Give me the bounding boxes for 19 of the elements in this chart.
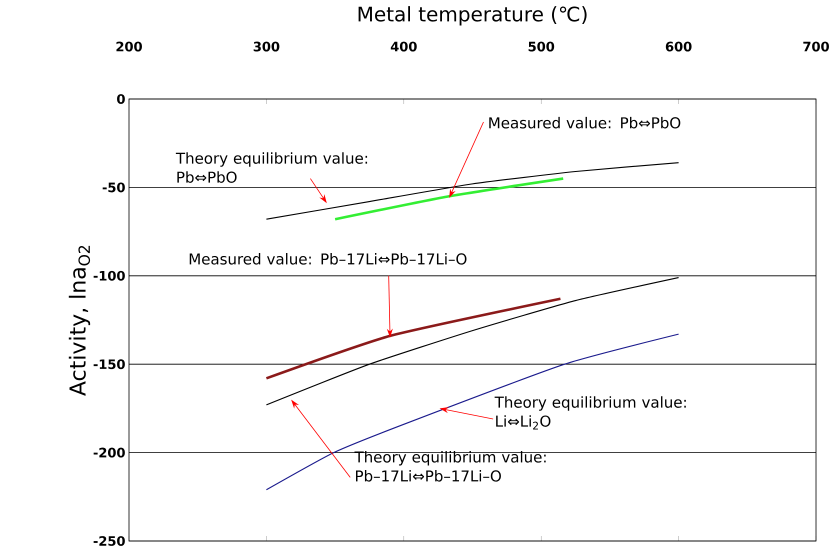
x-tick-label: 600 (666, 42, 692, 52)
x-tick-label: 400 (390, 42, 417, 52)
y-tick-label: -150 (94, 359, 125, 370)
annotation: Theory equilibrium value: Li⇔Li$_{2}$O (494, 396, 686, 430)
y-tick-label: 0 (117, 94, 125, 104)
x-tick-label: 200 (116, 42, 142, 52)
x-tick-label: 700 (803, 42, 829, 52)
y-tick-label: -50 (102, 182, 125, 192)
y-tick-label: -200 (94, 448, 125, 458)
y-axis-title: Activity, lna$_{O2}$ (68, 246, 90, 396)
annotation: Theory equilibrium value: Pb⇔PbO (176, 152, 368, 183)
x-tick-label: 300 (254, 42, 280, 52)
annotation: Measured value: Pb–17Li⇔Pb–17Li–O (190, 253, 466, 265)
x-axis-title: Metal temperature (℃) (358, 6, 587, 26)
y-tick-label: -250 (94, 536, 125, 546)
annotation: Measured value: Pb⇔PbO (489, 116, 680, 128)
annotation: Theory equilibrium value: Pb–17Li⇔Pb–17Li–O (354, 451, 546, 482)
y-tick-label: -100 (94, 270, 125, 281)
x-tick-label: 500 (528, 42, 554, 52)
